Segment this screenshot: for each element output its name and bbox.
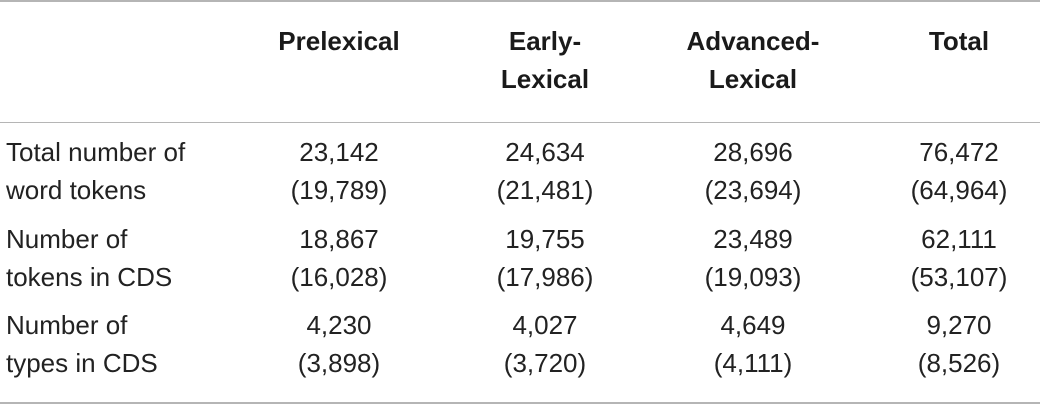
row-label-line: tokens in CDS — [6, 262, 173, 292]
header-rule — [0, 122, 1040, 123]
table-cell: 19,755 (17,986) — [445, 220, 645, 296]
cell-subvalue: (16,028) — [290, 262, 388, 292]
cell-subvalue: (3,898) — [297, 348, 381, 378]
header-line: Lexical — [500, 64, 590, 94]
cell-subvalue: (19,789) — [290, 175, 388, 205]
top-rule — [0, 0, 1040, 2]
header-line: Total — [928, 26, 990, 56]
table-cell: 4,230 (3,898) — [239, 306, 439, 382]
cell-subvalue: (3,720) — [503, 348, 587, 378]
cell-value: 4,230 — [306, 310, 372, 340]
table-cell: 23,142 (19,789) — [239, 133, 439, 209]
row-label-line: types in CDS — [6, 348, 158, 378]
bottom-rule — [0, 402, 1040, 404]
cell-value: 28,696 — [713, 137, 793, 167]
header-prelexical: Prelexical — [239, 22, 439, 60]
cell-subvalue: (19,093) — [704, 262, 802, 292]
row-label-line: word tokens — [6, 175, 147, 205]
row-label-line: Number of — [6, 224, 128, 254]
row-label-line: Total number of — [6, 137, 186, 167]
cell-subvalue: (4,111) — [713, 348, 793, 378]
row-label-tokens-in-cds: Number of tokens in CDS — [6, 220, 172, 296]
cell-value: 18,867 — [299, 224, 379, 254]
cell-subvalue: (23,694) — [704, 175, 802, 205]
row-label-total-word-tokens: Total number of word tokens — [6, 133, 185, 209]
cell-value: 4,027 — [512, 310, 578, 340]
table-cell: 76,472 (64,964) — [859, 133, 1040, 209]
cell-value: 23,142 — [299, 137, 379, 167]
header-early-lexical: Early- Lexical — [445, 22, 645, 98]
header-line: Early- — [508, 26, 582, 56]
row-label-types-in-cds: Number of types in CDS — [6, 306, 158, 382]
header-line: Advanced- — [686, 26, 820, 56]
cell-subvalue: (53,107) — [910, 262, 1008, 292]
cell-subvalue: (64,964) — [910, 175, 1008, 205]
header-advanced-lexical: Advanced- Lexical — [653, 22, 853, 98]
table-cell: 18,867 (16,028) — [239, 220, 439, 296]
table-cell: 4,027 (3,720) — [445, 306, 645, 382]
row-label-line: Number of — [6, 310, 128, 340]
cell-subvalue: (8,526) — [917, 348, 1001, 378]
table-cell: 24,634 (21,481) — [445, 133, 645, 209]
cell-value: 4,649 — [720, 310, 786, 340]
header-line: Lexical — [708, 64, 798, 94]
cell-subvalue: (21,481) — [496, 175, 594, 205]
cell-subvalue: (17,986) — [496, 262, 594, 292]
cell-value: 62,111 — [921, 224, 997, 254]
header-line: Prelexical — [278, 26, 400, 56]
table-cell: 4,649 (4,111) — [653, 306, 853, 382]
cell-value: 9,270 — [926, 310, 992, 340]
header-total: Total — [859, 22, 1040, 60]
cell-value: 76,472 — [919, 137, 999, 167]
table-cell: 23,489 (19,093) — [653, 220, 853, 296]
table-cell: 62,111 (53,107) — [859, 220, 1040, 296]
cell-value: 23,489 — [713, 224, 793, 254]
table-cell: 9,270 (8,526) — [859, 306, 1040, 382]
table-cell: 28,696 (23,694) — [653, 133, 853, 209]
cell-value: 19,755 — [505, 224, 585, 254]
cell-value: 24,634 — [505, 137, 585, 167]
